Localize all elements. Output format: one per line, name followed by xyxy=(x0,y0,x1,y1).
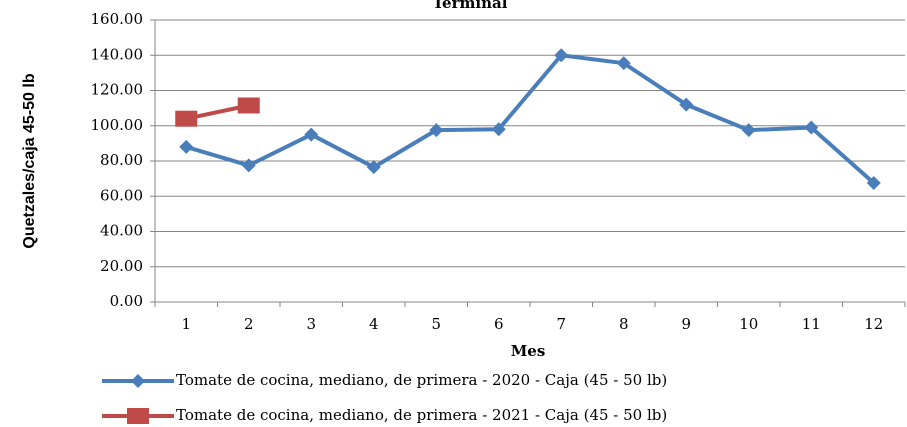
data-point xyxy=(804,120,819,135)
y-tick-label: 0.00 xyxy=(110,292,143,310)
y-tick-label: 160.00 xyxy=(91,10,144,28)
x-tick-label: 1 xyxy=(181,315,191,333)
x-tick-label: 11 xyxy=(802,315,821,333)
x-tick-label: 6 xyxy=(494,315,504,333)
y-tick-label: 120.00 xyxy=(91,81,144,99)
data-point xyxy=(179,139,194,154)
legend-marker xyxy=(131,374,145,388)
data-point xyxy=(866,176,881,191)
x-tick-label: 2 xyxy=(244,315,254,333)
y-tick-label: 20.00 xyxy=(100,257,143,275)
y-axis-title: Quetzales/caja 45-50 lb xyxy=(21,73,38,248)
data-point xyxy=(175,110,198,127)
y-tick-label: 40.00 xyxy=(100,222,143,240)
chart-title: Terminal xyxy=(433,0,508,12)
data-point xyxy=(304,127,319,142)
data-point xyxy=(237,97,260,114)
data-point xyxy=(366,160,381,175)
y-tick-label: 140.00 xyxy=(91,45,144,63)
x-tick-label: 12 xyxy=(864,315,883,333)
x-tick-label: 4 xyxy=(369,315,379,333)
legend-label: Tomate de cocina, mediano, de primera - … xyxy=(176,406,667,424)
x-tick-label: 5 xyxy=(431,315,441,333)
data-point xyxy=(491,122,506,137)
x-tick-label: 3 xyxy=(306,315,316,333)
x-tick-label: 10 xyxy=(739,315,758,333)
x-tick-label: 8 xyxy=(619,315,629,333)
y-tick-label: 80.00 xyxy=(100,151,143,169)
legend-marker xyxy=(127,408,149,424)
series-line xyxy=(185,53,876,185)
data-point xyxy=(554,48,569,63)
x-axis-title: Mes xyxy=(511,342,546,360)
data-point xyxy=(241,158,256,173)
y-tick-label: 60.00 xyxy=(100,186,143,204)
data-point xyxy=(616,56,631,71)
y-tick-label: 100.00 xyxy=(91,116,144,134)
legend-label: Tomate de cocina, mediano, de primera - … xyxy=(176,371,667,389)
x-tick-label: 7 xyxy=(556,315,566,333)
data-point xyxy=(679,97,694,112)
data-point xyxy=(429,123,444,138)
data-point xyxy=(741,123,756,138)
x-tick-label: 9 xyxy=(681,315,691,333)
